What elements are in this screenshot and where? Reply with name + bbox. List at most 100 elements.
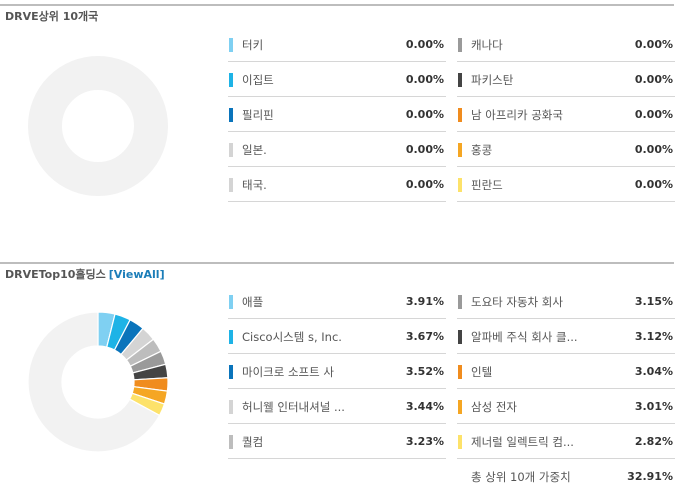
country-name: 파키스탄	[471, 73, 514, 87]
country-row[interactable]: 파키스탄 0.00%	[457, 62, 675, 97]
country-weight: 0.00%	[405, 108, 444, 121]
holding-name: 허니웰 인터내셔널 ...	[242, 400, 345, 414]
holding-row[interactable]: 삼성 전자 3.01%	[457, 389, 675, 424]
country-row[interactable]: 홍콩 0.00%	[457, 132, 675, 167]
section-divider	[0, 262, 674, 264]
country-weight: 0.00%	[634, 108, 673, 121]
legend-swatch	[458, 108, 462, 122]
country-name: 캐나다	[471, 38, 503, 52]
country-row[interactable]: 남 아프리카 공화국 0.00%	[457, 97, 675, 132]
country-row[interactable]: 일본. 0.00%	[228, 132, 446, 167]
country-weight: 0.00%	[634, 73, 673, 86]
holding-weight: 3.91%	[405, 295, 444, 308]
countries-donut-svg	[28, 56, 168, 196]
holdings-list-right: 도요타 자동차 회사 3.15% 알파베 주식 회사 클... 3.12% 인텔 3.04…	[457, 284, 675, 492]
holding-weight: 3.23%	[405, 435, 444, 448]
holding-name: 마이크로 소프트 사	[242, 365, 334, 379]
holding-row[interactable]: 허니웰 인터내셔널 ... 3.44%	[228, 389, 446, 424]
country-name: 남 아프리카 공화국	[471, 108, 563, 122]
legend-swatch	[229, 178, 233, 192]
holding-name: Cisco시스템 s, Inc.	[242, 330, 342, 344]
holding-weight: 3.04%	[634, 365, 673, 378]
holding-weight: 3.44%	[405, 400, 444, 413]
country-name: 태국.	[242, 178, 267, 192]
country-name: 홍콩	[471, 143, 493, 157]
legend-swatch	[458, 38, 462, 52]
legend-swatch	[229, 330, 233, 344]
country-weight: 0.00%	[634, 178, 673, 191]
holding-row[interactable]: 인텔 3.04%	[457, 354, 675, 389]
country-weight: 0.00%	[405, 143, 444, 156]
holding-name: 제너럴 일렉트릭 컴...	[471, 435, 574, 449]
holdings-list-left: 애플 3.91% Cisco시스템 s, Inc. 3.67% 마이크로 소프트 사 3.…	[228, 284, 446, 459]
view-all-link[interactable]: [ViewAll]	[108, 268, 165, 281]
legend-swatch	[229, 365, 233, 379]
countries-donut	[28, 56, 168, 200]
legend-swatch	[458, 330, 462, 344]
legend-swatch	[458, 143, 462, 157]
holding-row[interactable]: Cisco시스템 s, Inc. 3.67%	[228, 319, 446, 354]
legend-swatch	[229, 400, 233, 414]
legend-swatch	[229, 295, 233, 309]
donut-slice-remainder	[27, 311, 161, 453]
legend-swatch	[229, 73, 233, 87]
top-countries-section: DRVE상위 10개국 터키 0.00% 이집트 0.00% 필리핀 0.00% 일본. 0.…	[0, 4, 675, 202]
holding-name: 삼성 전자	[471, 400, 517, 414]
countries-list-right: 캐나다 0.00% 파키스탄 0.00% 남 아프리카 공화국 0.00% 홍콩 0.00% 핀…	[457, 27, 675, 202]
legend-swatch	[229, 108, 233, 122]
holding-name: 도요타 자동차 회사	[471, 295, 563, 309]
holding-name: 애플	[242, 295, 264, 309]
holdings-title: DRVETop10홀딩스 [ViewAll]	[5, 266, 165, 282]
total-weight-value: 32.91%	[627, 470, 673, 483]
holdings-title-text: DRVETop10홀딩스	[5, 268, 106, 281]
legend-swatch	[458, 400, 462, 414]
total-weight-label: 총 상위 10개 가중치	[471, 470, 571, 484]
holding-row[interactable]: 퀄컴 3.23%	[228, 424, 446, 459]
holding-row[interactable]: 도요타 자동차 회사 3.15%	[457, 284, 675, 319]
legend-swatch	[229, 435, 233, 449]
holding-weight: 2.82%	[634, 435, 673, 448]
holding-weight: 3.01%	[634, 400, 673, 413]
country-row[interactable]: 필리핀 0.00%	[228, 97, 446, 132]
country-name: 터키	[242, 38, 264, 52]
holdings-donut-svg	[27, 311, 169, 453]
legend-swatch	[458, 73, 462, 87]
total-weight-row: 총 상위 10개 가중치 32.91%	[457, 459, 675, 492]
holding-weight: 3.12%	[634, 330, 673, 343]
holding-row[interactable]: 애플 3.91%	[228, 284, 446, 319]
country-name: 일본.	[242, 143, 267, 157]
country-name: 핀란드	[471, 178, 503, 192]
country-weight: 0.00%	[634, 143, 673, 156]
country-name: 이집트	[242, 73, 274, 87]
legend-swatch	[458, 435, 462, 449]
country-row[interactable]: 핀란드 0.00%	[457, 167, 675, 202]
legend-swatch	[229, 143, 233, 157]
holding-weight: 3.15%	[634, 295, 673, 308]
country-row[interactable]: 캐나다 0.00%	[457, 27, 675, 62]
legend-swatch	[458, 365, 462, 379]
country-row[interactable]: 터키 0.00%	[228, 27, 446, 62]
country-weight: 0.00%	[634, 38, 673, 51]
country-weight: 0.00%	[405, 178, 444, 191]
holding-name: 퀄컴	[242, 435, 264, 449]
legend-swatch	[458, 178, 462, 192]
legend-swatch	[229, 38, 233, 52]
holding-row[interactable]: 제너럴 일렉트릭 컴... 2.82%	[457, 424, 675, 459]
holding-row[interactable]: 알파베 주식 회사 클... 3.12%	[457, 319, 675, 354]
holding-name: 인텔	[471, 365, 493, 379]
donut-ring	[28, 56, 168, 196]
country-weight: 0.00%	[405, 38, 444, 51]
holding-weight: 3.67%	[405, 330, 444, 343]
country-row[interactable]: 이집트 0.00%	[228, 62, 446, 97]
holding-name: 알파베 주식 회사 클...	[471, 330, 578, 344]
countries-list-left: 터키 0.00% 이집트 0.00% 필리핀 0.00% 일본. 0.00% 태국. 0.00%	[228, 27, 446, 202]
section-divider	[0, 4, 674, 6]
country-weight: 0.00%	[405, 73, 444, 86]
holdings-donut	[27, 311, 169, 456]
legend-swatch	[458, 295, 462, 309]
country-name: 필리핀	[242, 108, 274, 122]
holding-row[interactable]: 마이크로 소프트 사 3.52%	[228, 354, 446, 389]
countries-title: DRVE상위 10개국	[5, 10, 99, 23]
top-holdings-section: DRVETop10홀딩스 [ViewAll] 애플 3.91% Cisco시스템 s,…	[0, 258, 684, 492]
country-row[interactable]: 태국. 0.00%	[228, 167, 446, 202]
